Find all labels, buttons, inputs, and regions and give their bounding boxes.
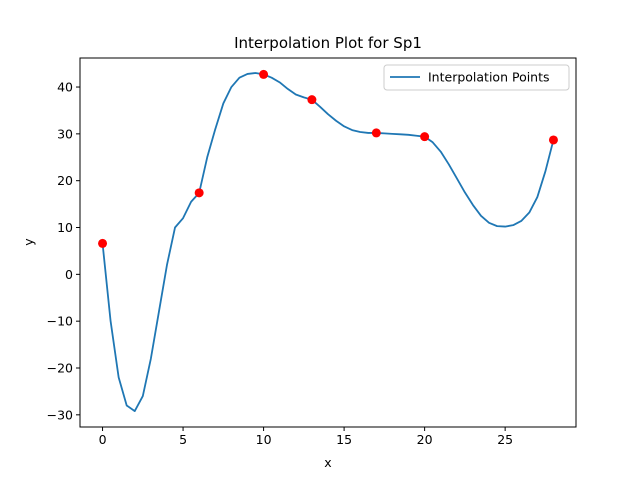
x-axis-title: x <box>324 455 331 470</box>
y-tick-label: 0 <box>65 267 73 282</box>
plot-frame <box>79 57 577 428</box>
y-tick-label: −10 <box>47 314 73 329</box>
y-tick-label: 40 <box>57 80 73 95</box>
data-point-marker <box>420 132 430 142</box>
y-tick-label: −20 <box>47 360 73 375</box>
series-line-interpolation <box>101 72 555 412</box>
data-point-marker <box>548 135 558 145</box>
y-tick-label: −30 <box>47 407 73 422</box>
x-tick-label: 25 <box>497 432 513 447</box>
legend-box <box>383 64 570 91</box>
chart-title: Interpolation Plot for Sp1 <box>234 34 422 52</box>
data-point-marker <box>307 95 317 105</box>
y-tick-label: 20 <box>57 173 73 188</box>
legend: Interpolation Points <box>383 64 570 91</box>
data-point-marker <box>371 128 381 138</box>
x-tick-label: 20 <box>417 432 433 447</box>
x-tick-label: 0 <box>99 432 107 447</box>
x-tick-label: 5 <box>179 432 187 447</box>
legend-label: Interpolation Points <box>428 70 550 85</box>
data-point-marker <box>194 188 204 198</box>
data-point-marker <box>98 238 108 248</box>
plot-area: 0 5 10 15 20 25 −30 −20 −10 0 10 20 30 40 <box>47 57 577 447</box>
y-axis-title: y <box>21 238 36 246</box>
x-tick-label: 15 <box>336 432 352 447</box>
y-tick-label: 30 <box>57 126 73 141</box>
y-tick-label: 10 <box>57 220 73 235</box>
x-tick-label: 10 <box>256 432 272 447</box>
data-point-marker <box>259 69 269 79</box>
